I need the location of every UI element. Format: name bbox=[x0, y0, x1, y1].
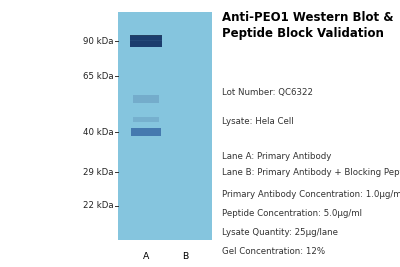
Text: Lot Number: QC6322: Lot Number: QC6322 bbox=[222, 88, 313, 97]
Text: 29 kDa: 29 kDa bbox=[83, 168, 113, 177]
Text: 90 kDa: 90 kDa bbox=[83, 37, 113, 46]
Bar bbox=[133, 117, 159, 122]
Bar bbox=[130, 36, 162, 37]
Bar bbox=[130, 38, 162, 39]
Text: Peptide Concentration: 5.0μg/ml: Peptide Concentration: 5.0μg/ml bbox=[222, 209, 362, 218]
Text: Lane B: Primary Antibody + Blocking Peptide: Lane B: Primary Antibody + Blocking Pept… bbox=[222, 168, 400, 177]
Bar bbox=[130, 36, 162, 47]
Text: Lane A: Primary Antibody: Lane A: Primary Antibody bbox=[222, 152, 331, 161]
Text: A: A bbox=[143, 252, 149, 261]
Text: Lysate: Hela Cell: Lysate: Hela Cell bbox=[222, 117, 294, 127]
Bar bbox=[130, 37, 162, 38]
Bar bbox=[130, 39, 162, 40]
Bar bbox=[130, 46, 162, 47]
Text: Anti-PEO1 Western Blot &
Peptide Block Validation: Anti-PEO1 Western Blot & Peptide Block V… bbox=[222, 11, 394, 40]
Bar bbox=[130, 40, 162, 41]
Bar bbox=[130, 35, 162, 36]
Bar bbox=[130, 41, 162, 42]
Bar bbox=[130, 42, 162, 43]
Text: Gel Concentration: 12%: Gel Concentration: 12% bbox=[222, 247, 325, 256]
Bar bbox=[130, 44, 162, 45]
Bar bbox=[130, 43, 162, 44]
Bar bbox=[130, 45, 162, 46]
Text: 22 kDa: 22 kDa bbox=[82, 201, 113, 210]
Bar bbox=[118, 12, 212, 240]
Bar bbox=[133, 95, 159, 103]
Text: B: B bbox=[182, 252, 189, 261]
Text: Primary Antibody Concentration: 1.0μg/ml: Primary Antibody Concentration: 1.0μg/ml bbox=[222, 190, 400, 199]
Bar bbox=[131, 128, 161, 136]
Text: 40 kDa: 40 kDa bbox=[82, 128, 113, 137]
Text: 65 kDa: 65 kDa bbox=[82, 72, 113, 81]
Text: Lysate Quantity: 25μg/lane: Lysate Quantity: 25μg/lane bbox=[222, 228, 338, 237]
